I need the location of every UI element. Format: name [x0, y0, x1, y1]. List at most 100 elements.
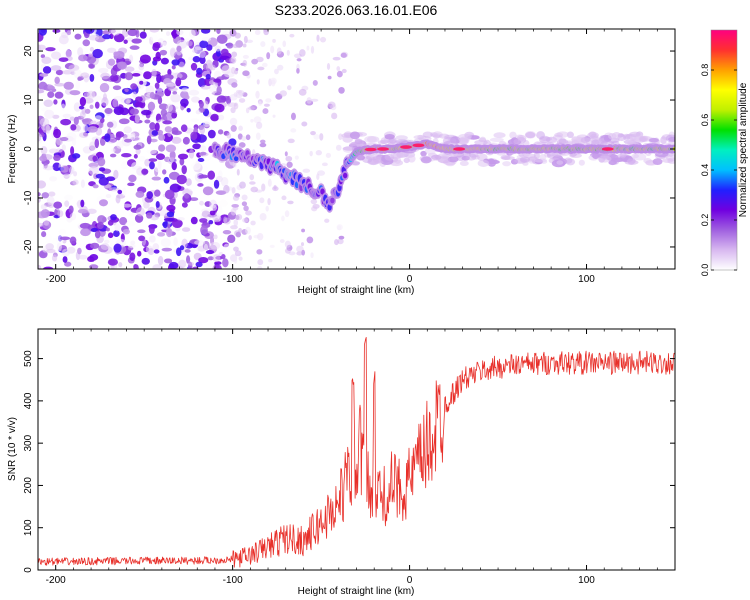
- spectrogram-cell: [149, 138, 158, 143]
- spectrogram-cell: [665, 134, 675, 143]
- spectrogram-xtick-label: -100: [223, 274, 243, 285]
- spectrogram-cell: [185, 178, 192, 187]
- spectrogram-cell: [130, 240, 136, 246]
- spectrogram-cell: [125, 221, 136, 227]
- spectrogram-cell: [233, 92, 238, 97]
- spectrogram-cell: [197, 78, 207, 88]
- spectrogram-cell: [213, 78, 222, 83]
- spectrogram-cell: [199, 218, 208, 223]
- spectrogram-cell: [192, 143, 202, 150]
- spectrogram-cell: [112, 85, 122, 91]
- spectrogram-cell: [177, 153, 189, 160]
- spectrogram-cell: [124, 66, 135, 72]
- spectrogram-cell: [149, 122, 156, 130]
- spectrogram-cell: [133, 136, 141, 142]
- spectrogram-cell: [42, 124, 50, 134]
- spectrogram-cell: [141, 168, 149, 175]
- spectrogram-cell: [214, 45, 222, 52]
- spectrogram-cell: [54, 82, 65, 87]
- snr-xtick-label: 100: [578, 575, 595, 586]
- spectrogram-cell: [94, 230, 101, 239]
- spectrogram-cell: [412, 143, 425, 148]
- spectrogram-cell: [128, 174, 137, 183]
- spectrogram-cell: [199, 200, 204, 206]
- spectrogram-cell: [316, 34, 320, 42]
- spectrogram-cell: [72, 179, 79, 186]
- spectrogram-cell: [68, 166, 75, 174]
- spectrogram-cell: [164, 189, 175, 200]
- spectrogram-cell: [525, 131, 536, 139]
- spectrogram-cell: [188, 262, 195, 266]
- spectrogram-cell: [213, 179, 220, 189]
- spectrogram-cell: [88, 166, 100, 176]
- spectrogram-cell: [209, 39, 218, 45]
- spectrogram-xlabel: Height of straight line (km): [298, 285, 415, 296]
- spectrogram-cell: [266, 52, 271, 60]
- spectrogram-cell: [269, 77, 277, 85]
- spectrogram-cell: [50, 65, 62, 71]
- spectrogram-cell: [372, 159, 385, 164]
- spectrogram-cell: [147, 248, 155, 256]
- spectrogram-cell: [649, 137, 659, 143]
- spectrogram-cell: [205, 261, 215, 269]
- spectrogram-cell: [124, 88, 129, 93]
- spectrogram-cell: [134, 114, 140, 124]
- spectrogram-cell: [97, 215, 106, 224]
- spectrogram-cell: [165, 144, 177, 153]
- spectrogram-cell: [256, 249, 263, 255]
- spectrogram-cell: [40, 54, 46, 59]
- spectrogram-cell: [394, 156, 402, 164]
- spectrogram-cell: [162, 120, 173, 125]
- spectrogram-cell: [117, 61, 127, 70]
- spectrogram-cell: [62, 256, 68, 263]
- spectrogram-cell: [221, 65, 231, 75]
- spectrogram-cell: [242, 70, 250, 77]
- spectrogram-cell: [181, 165, 187, 175]
- spectrogram-cell: [226, 42, 234, 49]
- spectrogram-cell: [167, 68, 172, 76]
- spectrogram-cell: [89, 46, 94, 52]
- spectrogram-cell: [209, 241, 221, 250]
- spectrogram-cell: [588, 131, 597, 138]
- spectrogram-cell: [135, 190, 145, 198]
- spectrogram-cell: [81, 118, 90, 123]
- spectrogram-cell: [58, 228, 67, 235]
- spectrogram-cell: [45, 234, 53, 244]
- spectrogram-cell: [107, 258, 118, 266]
- spectrogram-cell: [158, 103, 169, 110]
- spectrogram-cell: [245, 226, 251, 235]
- spectrogram-cell: [63, 81, 74, 90]
- spectrogram-cell: [152, 56, 162, 62]
- spectrogram-cell: [64, 194, 74, 201]
- spectrogram-cell: [112, 98, 118, 108]
- spectrogram-cell: [377, 147, 390, 151]
- spectrogram-cell: [267, 198, 271, 206]
- spectrogram-cell: [396, 151, 404, 158]
- spectrogram-cell: [107, 47, 117, 53]
- spectrogram-cell: [100, 243, 110, 250]
- spectrogram-cell: [220, 48, 229, 56]
- spectrogram-cell: [181, 227, 191, 232]
- spectrogram-cell: [38, 134, 43, 144]
- snr-ylabel: SNR (10 * v/v): [7, 417, 18, 481]
- spectrogram-cell: [94, 101, 100, 109]
- spectrogram-cell: [158, 144, 166, 152]
- spectrogram-cell: [267, 178, 272, 187]
- spectrogram-cell: [261, 183, 266, 192]
- spectrogram-cell: [175, 77, 182, 87]
- spectrogram-cell: [139, 54, 151, 64]
- spectrogram-cell: [55, 69, 64, 76]
- spectrogram-cell: [98, 167, 106, 172]
- spectrogram-cell: [120, 97, 132, 104]
- spectrogram-cell: [284, 240, 291, 248]
- spectrogram-cell: [54, 91, 64, 99]
- spectrogram-cell: [69, 212, 77, 221]
- spectrogram-cell: [124, 72, 134, 81]
- spectrogram-cell: [216, 29, 221, 35]
- spectrogram-cell: [310, 131, 316, 136]
- spectrogram-cell: [571, 136, 584, 144]
- spectrogram-cell: [639, 135, 649, 142]
- spectrogram-cell: [189, 197, 199, 201]
- spectrogram-cell: [301, 249, 306, 256]
- spectrogram-cell: [152, 180, 159, 187]
